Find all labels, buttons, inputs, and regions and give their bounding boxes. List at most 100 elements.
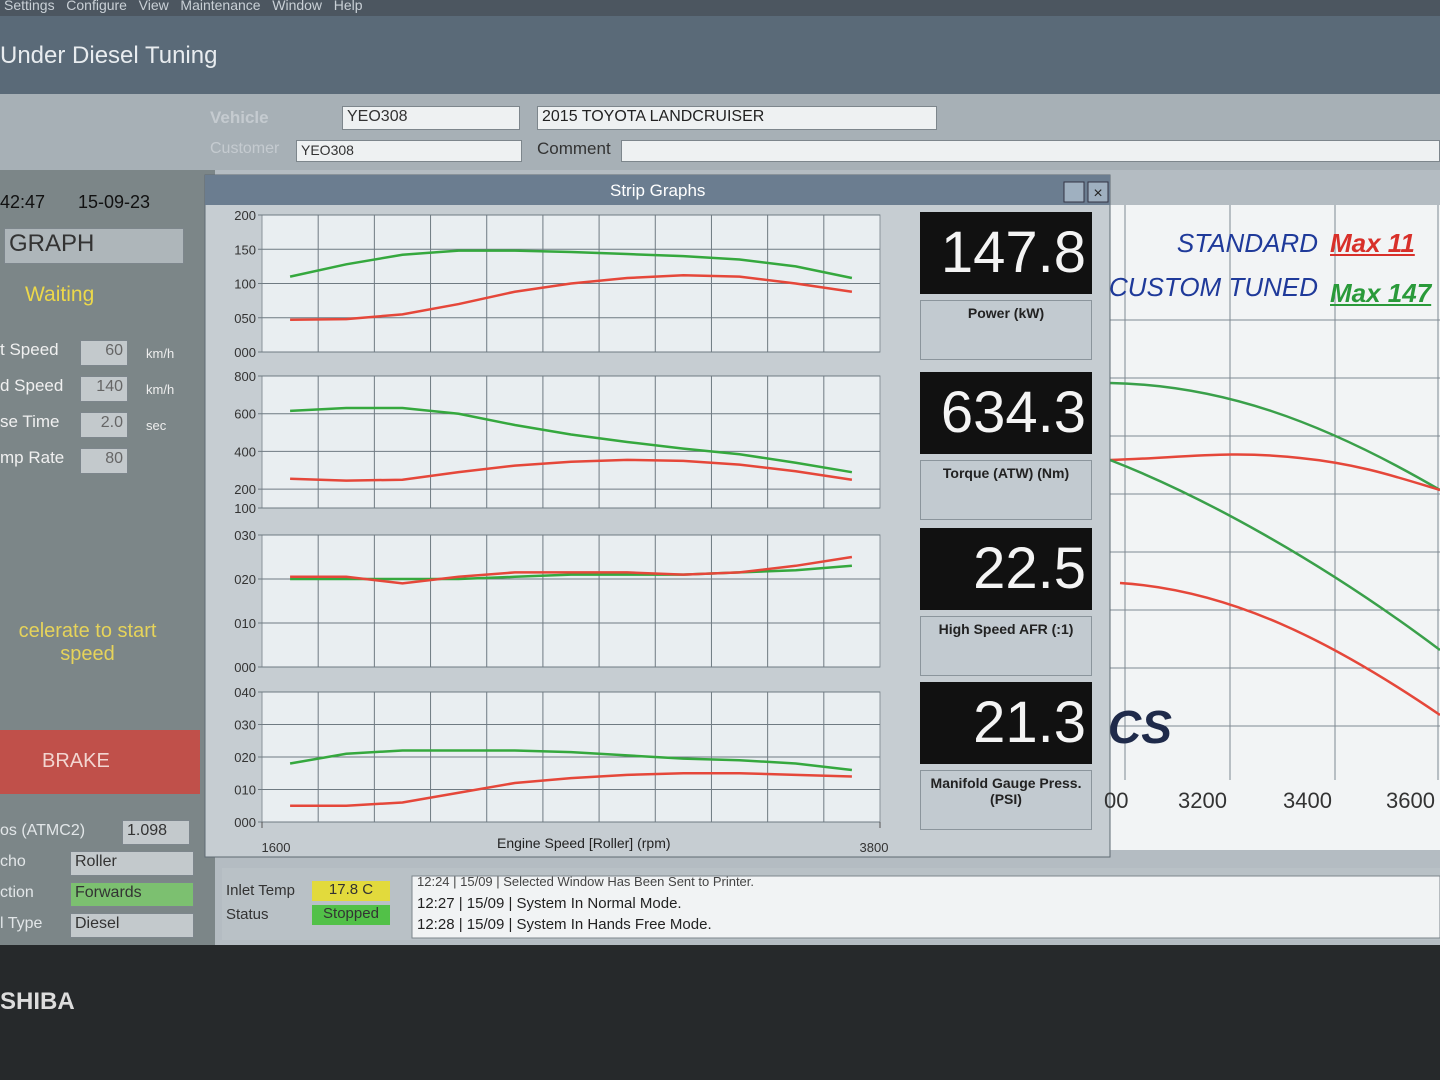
y-tick-label: 010	[234, 783, 256, 798]
y-tick-label: 000	[234, 345, 256, 360]
param-label: d Speed	[0, 376, 64, 395]
param-field[interactable]: 2.0	[80, 412, 128, 438]
title-bar	[0, 16, 1440, 94]
y-tick-label: 020	[234, 750, 256, 765]
series-line	[290, 555, 853, 585]
field-value[interactable]: 1.098	[122, 820, 190, 845]
comment-field[interactable]	[621, 140, 1440, 162]
series-line	[290, 564, 853, 581]
y-tick-label: 030	[234, 718, 256, 733]
y-tick-label: 050	[234, 311, 256, 326]
log-line: 12:24 | 15/09 | Selected Window Has Been…	[417, 874, 755, 889]
y-tick-label: 020	[234, 572, 256, 587]
close-icon: ×	[1093, 185, 1102, 202]
logo: CS	[1108, 701, 1172, 753]
legend-name: STANDARD	[1176, 228, 1318, 258]
plot-background	[261, 375, 881, 509]
series-line	[290, 772, 852, 807]
series-line	[290, 274, 853, 322]
param-label: t Speed	[0, 340, 59, 359]
state: Waiting	[25, 283, 95, 306]
x-axis-label: Engine Speed [Roller] (rpm)	[497, 835, 671, 851]
y-tick-label: 000	[234, 660, 256, 675]
prompt: celerate to start speed	[18, 620, 157, 665]
menu-item[interactable]: Settings	[4, 0, 55, 13]
left-panel	[0, 170, 215, 945]
series-line	[290, 406, 853, 474]
y-tick-label: 150	[234, 242, 256, 257]
param-unit: sec	[146, 418, 167, 433]
y-tick-label: 600	[234, 407, 256, 422]
y-tick-label: 800	[234, 369, 256, 384]
comment-label: Comment	[537, 139, 611, 158]
field-label: os (ATMC2)	[0, 822, 86, 839]
log-line: 12:28 | 15/09 | System In Hands Free Mod…	[417, 916, 712, 933]
series-line	[289, 249, 853, 280]
series-line	[289, 749, 853, 772]
gauge-label: Torque (ATW) (Nm)	[920, 460, 1092, 520]
gauge-value: 147.8	[920, 212, 1092, 294]
mode-select[interactable]: GRAPH	[4, 228, 184, 264]
param-field[interactable]: 140	[80, 376, 128, 402]
log-box	[411, 875, 1440, 939]
clock: 42:47	[0, 192, 46, 212]
field-label: l Type	[0, 915, 43, 932]
customer-field[interactable]: YEO308	[296, 140, 522, 162]
legend-max: Max 11	[1330, 228, 1415, 258]
gauge-value: 22.5	[920, 528, 1092, 610]
y-tick-label: 200	[234, 482, 256, 497]
field-value[interactable]: Roller	[70, 851, 194, 876]
brake-button[interactable]	[0, 730, 200, 794]
vehicle-field[interactable]: YEO308	[342, 106, 520, 130]
y-tick-label: 000	[234, 815, 256, 830]
restore-button[interactable]	[1063, 181, 1085, 203]
date: 15-09-23	[78, 192, 151, 212]
y-tick-label: 030	[234, 528, 256, 543]
log-line: 12:27 | 15/09 | System In Normal Mode.	[417, 895, 682, 912]
bezel	[0, 945, 1440, 1080]
field-value[interactable]: Forwards	[70, 882, 194, 907]
brake-label: BRAKE	[42, 750, 110, 772]
bezel-brand: SHIBA	[0, 988, 75, 1015]
strip-title: Strip Graphs	[610, 181, 706, 200]
app-title: Under Diesel Tuning	[0, 42, 218, 69]
menu-item[interactable]: Help	[333, 0, 363, 13]
inlet-label: Inlet Temp	[226, 882, 295, 899]
menu-bar	[0, 0, 1440, 16]
field-label: cho	[0, 853, 26, 870]
inlet-value: 17.8 C	[312, 881, 390, 901]
y-tick-label: 010	[234, 616, 256, 631]
y-tick-label: 200	[234, 208, 256, 223]
customer-label: Customer	[210, 140, 280, 157]
plot-background	[261, 534, 881, 668]
param-label: mp Rate	[0, 448, 65, 467]
gauge-label: Manifold Gauge Press. (PSI)	[920, 770, 1092, 830]
background-curves	[1109, 381, 1440, 717]
x-tick-label: 00	[1104, 788, 1129, 813]
y-tick-label: 400	[234, 444, 256, 459]
close-button[interactable]	[1087, 181, 1109, 203]
param-field[interactable]: 80	[80, 448, 128, 474]
description-field[interactable]: 2015 TOYOTA LANDCRUISER	[537, 106, 937, 130]
menu-item[interactable]: Window	[272, 0, 323, 13]
param-unit: km/h	[146, 382, 175, 397]
legend-max: Max 147	[1330, 278, 1432, 308]
x-tick-label: 3400	[1283, 788, 1332, 813]
strip-window-title-bar	[205, 175, 1110, 205]
menu-item[interactable]: Configure	[66, 0, 127, 13]
param-unit: km/h	[146, 346, 175, 361]
menu-item[interactable]: Maintenance	[180, 0, 261, 13]
field-label: ction	[0, 884, 34, 901]
x-tick-label: 3800	[860, 840, 889, 855]
field-value[interactable]: Diesel	[70, 913, 194, 938]
background-grid	[1110, 205, 1440, 780]
status-value: Stopped	[312, 905, 390, 925]
x-tick-label: 3200	[1178, 788, 1227, 813]
y-tick-label: 040	[234, 685, 256, 700]
y-tick-label: 100	[234, 501, 256, 516]
param-field[interactable]: 60	[80, 340, 128, 366]
gauge-value: 634.3	[920, 372, 1092, 454]
menu-item[interactable]: View	[138, 0, 169, 13]
